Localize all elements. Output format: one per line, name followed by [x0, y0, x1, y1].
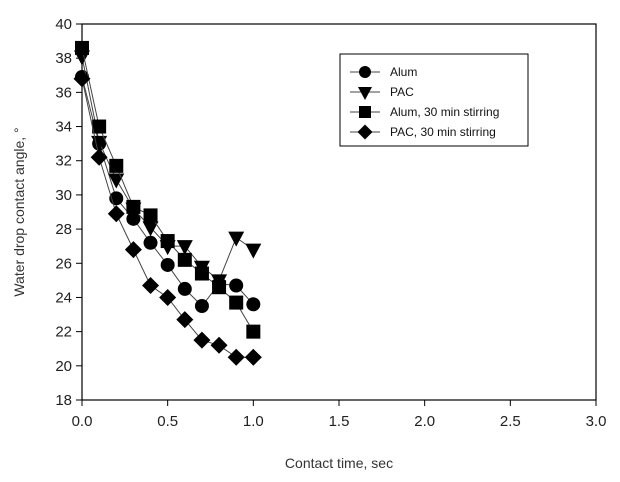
data-point — [210, 336, 228, 354]
legend-label: PAC, 30 min stirring — [390, 125, 496, 139]
data-point — [142, 221, 159, 237]
data-point — [229, 295, 244, 310]
legend-marker — [358, 87, 372, 100]
y-tick-label: 40 — [55, 16, 72, 33]
series-line — [81, 78, 254, 358]
series-circle — [75, 69, 261, 313]
data-point — [143, 235, 158, 250]
y-tick-label: 30 — [55, 187, 72, 204]
legend: Alum PAC Alum, 30 min stirring PAC, 30 min … — [339, 53, 529, 147]
x-axis-title: Contact time, sec — [285, 455, 393, 471]
legend-label: Alum — [390, 65, 417, 79]
data-point — [159, 288, 177, 306]
data-point — [73, 70, 91, 88]
y-tick-label: 28 — [55, 221, 72, 238]
legend-marker — [357, 124, 373, 140]
data-point — [160, 257, 175, 272]
series-triangle-down — [74, 50, 262, 290]
data-point — [229, 278, 244, 293]
y-tick-label: 36 — [55, 84, 72, 101]
data-point — [143, 208, 158, 223]
data-point — [126, 211, 141, 226]
data-point — [177, 252, 192, 267]
y-tick-label: 34 — [55, 119, 72, 136]
data-point — [108, 173, 125, 189]
data-point — [126, 199, 141, 214]
y-tick-label: 24 — [55, 289, 72, 306]
x-tick-label: 1.5 — [329, 413, 350, 430]
y-tick-label: 22 — [55, 324, 72, 341]
legend-marker — [359, 106, 371, 118]
legend-label: Alum, 30 min stirring — [390, 105, 499, 119]
x-tick-label: 3.0 — [586, 413, 607, 430]
x-tick-label: 0.0 — [72, 413, 93, 430]
y-tick-label: 38 — [55, 50, 72, 67]
y-tick-label: 18 — [55, 392, 72, 409]
y-tick-label: 26 — [55, 255, 72, 272]
data-point — [246, 297, 261, 312]
y-tick-label: 20 — [55, 358, 72, 375]
data-point — [92, 119, 107, 134]
data-point — [212, 280, 227, 295]
plot-area: 0.0 0.5 1.0 1.5 2.0 2.5 3.0 18 20 22 24 26 28 30 32 34 3… — [55, 16, 606, 430]
legend-box — [339, 53, 529, 147]
data-point — [246, 324, 261, 339]
data-point — [124, 241, 142, 259]
data-point — [176, 240, 193, 256]
data-point — [228, 231, 245, 247]
data-point — [245, 243, 262, 259]
data-point — [177, 281, 192, 296]
data-point — [194, 299, 209, 313]
data-point — [244, 348, 262, 366]
data-point — [90, 148, 108, 166]
data-point — [142, 276, 160, 294]
data-point — [176, 311, 194, 329]
x-tick-label: 1.0 — [243, 413, 264, 430]
x-tick-label: 2.0 — [414, 413, 435, 430]
x-tick-label: 0.5 — [157, 413, 178, 430]
data-point — [107, 205, 125, 223]
data-point — [160, 234, 175, 249]
series-diamond — [73, 70, 262, 366]
y-tick-label: 32 — [55, 153, 72, 170]
x-tick-label: 2.5 — [500, 413, 521, 430]
y-axis-title: Water drop contact angle, ° — [11, 127, 27, 296]
data-point — [109, 158, 124, 173]
data-point — [193, 331, 211, 349]
legend-marker — [359, 66, 371, 78]
data-point — [194, 266, 209, 281]
series-square — [75, 40, 261, 339]
data-point — [75, 40, 89, 55]
data-point — [227, 348, 245, 366]
legend-label: PAC — [390, 85, 414, 99]
